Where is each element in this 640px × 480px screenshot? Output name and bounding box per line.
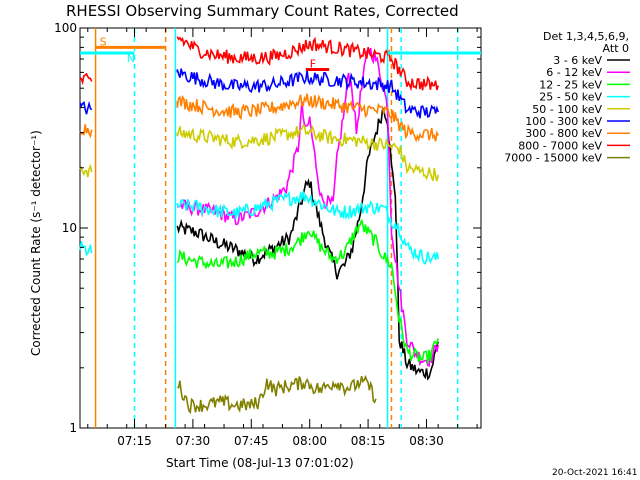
legend-entry-label: 6 - 12 keV bbox=[546, 66, 602, 79]
legend-entry-label: 7000 - 15000 keV bbox=[504, 152, 602, 165]
y-axis-label: Corrected Count Rate (s⁻¹ detector⁻¹) bbox=[29, 130, 43, 356]
event-markers bbox=[94, 28, 459, 428]
legend-header: Det 1,3,4,5,6,9, bbox=[543, 30, 629, 43]
series-line bbox=[176, 107, 439, 381]
legend-entry-label: 25 - 50 keV bbox=[539, 91, 602, 104]
y-tick-label: 1 bbox=[69, 421, 77, 435]
flag-label: F bbox=[310, 58, 316, 71]
series-line bbox=[177, 374, 377, 415]
x-tick-label: 07:45 bbox=[234, 434, 269, 448]
chart-title: RHESSI Observing Summary Count Rates, Co… bbox=[66, 2, 459, 20]
series-lines bbox=[79, 36, 439, 415]
legend-header: Att 0 bbox=[603, 42, 629, 55]
y-tick-label: 10 bbox=[62, 221, 77, 235]
y-axis-ticks: 1 10 100 bbox=[54, 21, 481, 435]
x-tick-label: 08:15 bbox=[351, 434, 386, 448]
x-tick-label: 08:00 bbox=[292, 434, 327, 448]
x-tick-label: 08:30 bbox=[409, 434, 444, 448]
x-axis-label: Start Time (08-Jul-13 07:01:02) bbox=[166, 456, 354, 470]
legend-entry-label: 3 - 6 keV bbox=[553, 54, 602, 67]
x-tick-label: 07:30 bbox=[176, 434, 211, 448]
series-line bbox=[79, 124, 439, 182]
flag-label: N bbox=[127, 52, 135, 65]
y-tick-label: 100 bbox=[54, 21, 77, 35]
legend-entry-label: 800 - 7000 keV bbox=[518, 139, 602, 152]
series-line bbox=[79, 93, 439, 143]
legend-entry-label: 50 - 100 keV bbox=[532, 103, 602, 116]
flag-label: S bbox=[100, 35, 107, 48]
x-tick-label: 07:15 bbox=[117, 434, 152, 448]
legend-entry-label: 100 - 300 keV bbox=[525, 115, 602, 128]
series-line bbox=[79, 190, 439, 265]
flag-bars: S N F bbox=[80, 35, 481, 72]
x-axis-ticks: 07:15 07:30 07:45 08:00 08:15 08:30 bbox=[87, 28, 478, 448]
series-line bbox=[176, 219, 439, 364]
legend-entry-label: 300 - 800 keV bbox=[525, 127, 602, 140]
series-line bbox=[79, 36, 439, 92]
generated-timestamp: 20-Oct-2021 16:41 bbox=[552, 468, 637, 478]
legend-entry-label: 12 - 25 keV bbox=[539, 78, 602, 91]
